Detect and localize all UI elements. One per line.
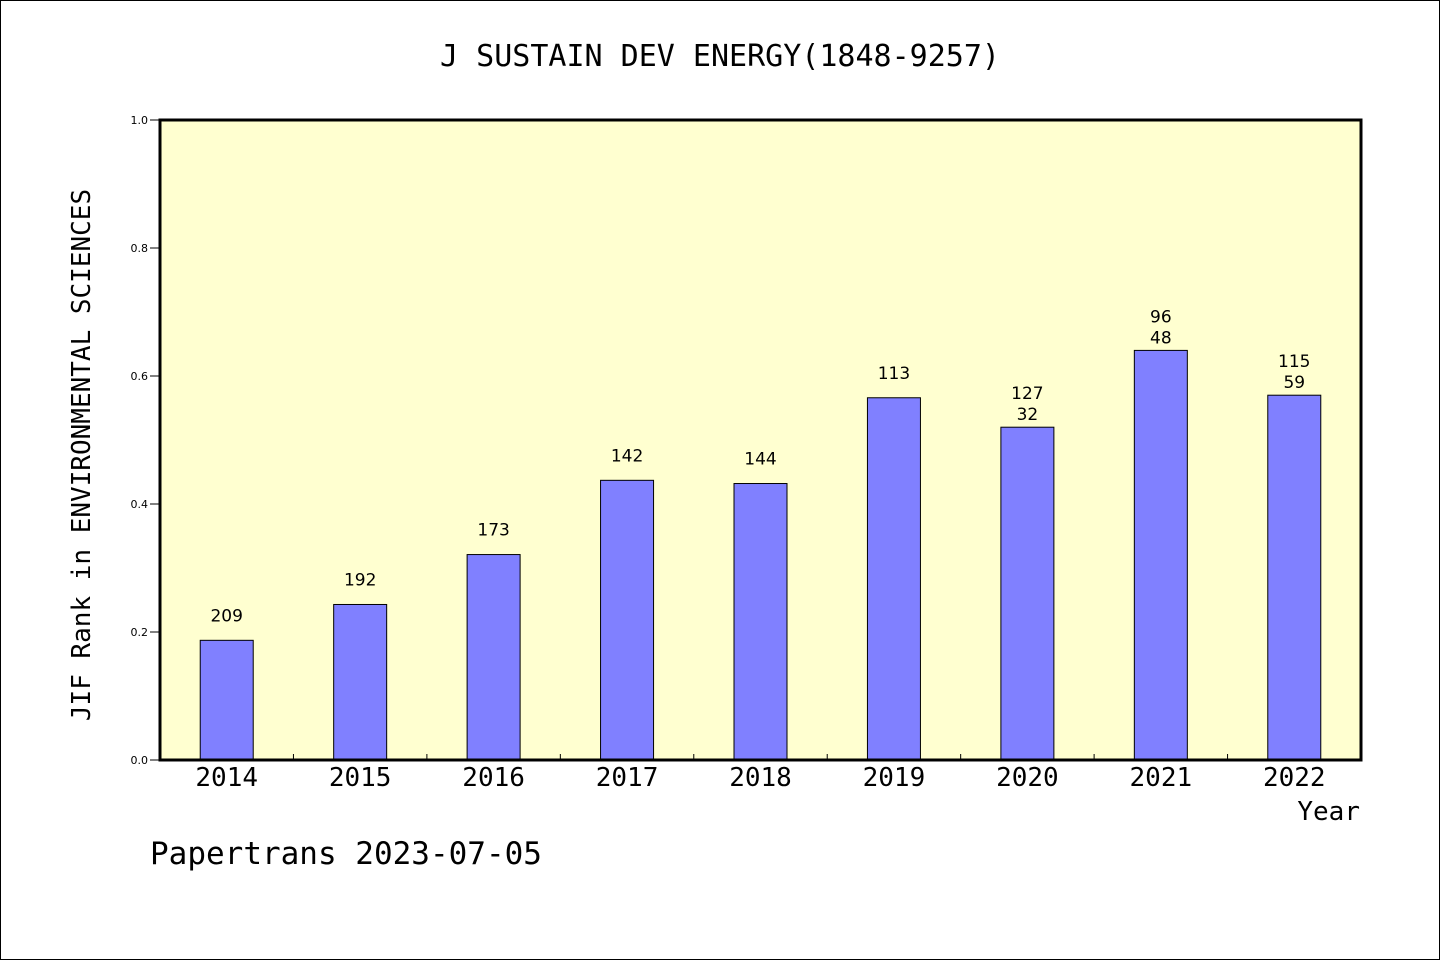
bar-2019 [866,397,921,761]
x-tick-label-2018: 2018 [729,763,792,793]
bar-2020 [1000,426,1055,761]
bar-label-bottom-2020: 32 [1017,405,1039,425]
x-axis-label: Year [1297,797,1360,827]
x-tick-label-2020: 2020 [996,763,1059,793]
bar-label-top-2015: 192 [344,570,376,590]
bar-2017 [600,479,655,761]
bar-2018 [733,483,788,761]
x-tick-label-2019: 2019 [863,763,926,793]
chart-title: J SUSTAIN DEV ENERGY(1848-9257) [440,39,1000,74]
bar-2016 [466,554,521,761]
y-axis-label: JIF Rank in ENVIRONMENTAL SCIENCES [67,189,97,721]
bar-2014 [199,639,254,761]
y-tick-label-0.6: 0.6 [131,370,149,383]
footer-credit: Papertrans 2023-07-05 [150,836,542,872]
y-tick-label-0.0: 0.0 [131,754,149,767]
y-tick-label-0.2: 0.2 [131,626,149,639]
bar-2022 [1267,394,1322,761]
y-tick-label-1.0: 1.0 [131,114,149,127]
bar-label-top-2021: 96 [1150,307,1172,327]
y-tick-label-0.4: 0.4 [131,498,149,511]
bar-label-top-2016: 173 [477,521,509,541]
bar-label-top-2014: 209 [210,606,242,626]
bar-label-bottom-2022: 59 [1283,373,1305,393]
x-tick-label-2015: 2015 [329,763,392,793]
x-axis: 2014 2015 2016 2017 2018 2019 2020 2021 2022 [195,754,1326,793]
bar-label-top-2022: 115 [1278,352,1310,372]
x-tick-label-2022: 2022 [1263,763,1326,793]
x-tick-label-2017: 2017 [596,763,659,793]
bar-label-bottom-2021: 48 [1150,328,1172,348]
y-axis: 0.0 0.2 0.4 0.6 0.8 1.0 [131,114,160,767]
x-tick-label-2014: 2014 [195,763,258,793]
bar-label-top-2018: 144 [744,450,776,470]
bar-label-top-2020: 127 [1011,384,1043,404]
x-tick-label-2021: 2021 [1130,763,1193,793]
bar-2015 [333,603,388,761]
y-tick-label-0.8: 0.8 [131,242,149,255]
bar-label-top-2019: 113 [878,364,910,384]
x-tick-label-2016: 2016 [462,763,525,793]
bar-label-top-2017: 142 [611,446,643,466]
bar-2021 [1133,349,1188,761]
plot-border [158,118,1363,762]
